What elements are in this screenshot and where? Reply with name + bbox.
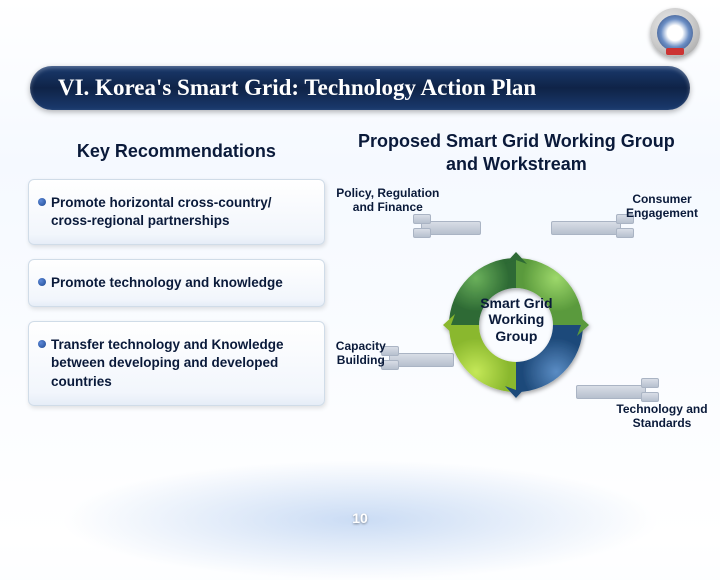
center-label: Smart Grid Working Group [476,295,556,343]
recommendation-text: Promote technology and knowledge [51,274,312,292]
slide-title: VI. Korea's Smart Grid: Technology Actio… [30,66,690,110]
content-area: Key Recommendations Promote horizontal c… [20,130,700,520]
connector-cap [413,228,431,238]
right-heading: Proposed Smart Grid Working Group and Wo… [341,130,692,175]
slide-title-text: VI. Korea's Smart Grid: Technology Actio… [58,75,536,101]
workstream-diagram: Smart Grid Working Group Policy, Regulat… [341,185,692,465]
recommendation-box: Transfer technology and Knowledge betwee… [28,321,325,406]
left-heading: Key Recommendations [28,140,325,163]
page-number: 10 [352,510,368,526]
recommendation-box: Promote technology and knowledge [28,259,325,307]
node-label-bottom-right: Technology and Standards [612,403,712,431]
left-column: Key Recommendations Promote horizontal c… [20,130,333,520]
node-label-bottom-left: Capacity Building [326,340,396,368]
node-label-top: Policy, Regulation and Finance [333,187,443,215]
recommendation-text: Promote horizontal cross-country/ cross-… [51,194,312,230]
logo-badge [650,8,700,58]
recommendation-box: Promote horizontal cross-country/ cross-… [28,179,325,245]
right-column: Proposed Smart Grid Working Group and Wo… [333,130,700,520]
connector-cap [641,378,659,388]
connector-bar [551,221,621,235]
connector-cap [641,392,659,402]
recommendation-text: Transfer technology and Knowledge betwee… [51,336,312,391]
logo-inner [657,15,693,51]
connector-cap [413,214,431,224]
node-label-right: Consumer Engagement [617,193,707,221]
connector-cap [616,228,634,238]
